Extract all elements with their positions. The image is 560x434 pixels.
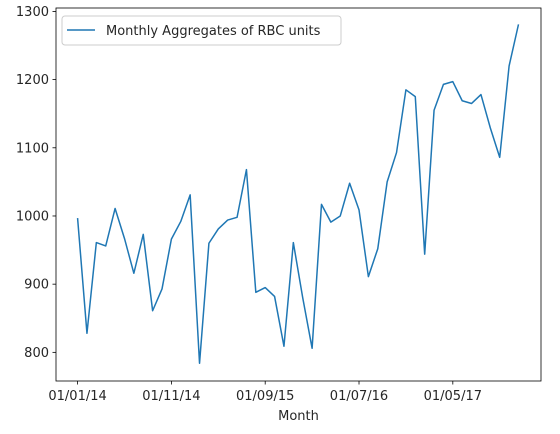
- x-tick-label: 01/05/17: [424, 389, 482, 404]
- y-tick-label: 1000: [16, 209, 49, 224]
- x-tick-label: 01/01/14: [48, 389, 106, 404]
- y-tick-label: 800: [24, 346, 49, 361]
- legend-series-label: Monthly Aggregates of RBC units: [106, 24, 321, 39]
- x-tick-label: 01/09/15: [236, 389, 294, 404]
- x-axis-title: Month: [278, 409, 319, 424]
- x-tick-label: 01/07/16: [330, 389, 388, 404]
- y-tick-label: 1200: [16, 73, 49, 88]
- y-tick-label: 1300: [16, 5, 49, 20]
- x-tick-label: 01/11/14: [142, 389, 200, 404]
- y-tick-label: 900: [24, 278, 49, 293]
- legend: Monthly Aggregates of RBC units: [62, 16, 341, 45]
- plot-frame: [56, 8, 541, 381]
- y-tick-label: 1100: [16, 141, 49, 156]
- plot-area: [56, 8, 541, 381]
